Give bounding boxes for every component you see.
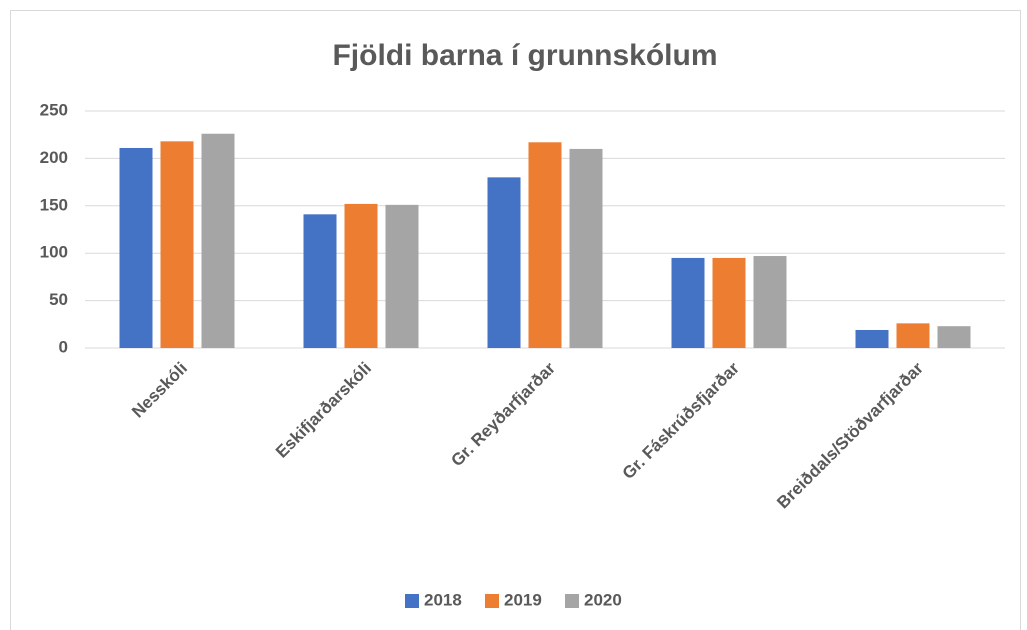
bar (937, 326, 971, 348)
bar (855, 329, 889, 348)
y-tick-label: 100 (40, 243, 68, 262)
y-tick-label: 200 (40, 148, 68, 167)
bar (119, 147, 153, 348)
legend-swatch (405, 594, 419, 608)
bar (671, 257, 705, 348)
bar (896, 323, 930, 348)
bar (487, 177, 521, 348)
legend-swatch (485, 594, 499, 608)
legend-label: 2019 (504, 590, 542, 609)
y-tick-label: 150 (40, 195, 68, 214)
bar (344, 203, 378, 348)
bar (385, 204, 419, 348)
legend-label: 2018 (424, 590, 462, 609)
y-tick-label: 50 (49, 290, 68, 309)
bar (528, 142, 562, 348)
bar (712, 257, 746, 348)
bar (569, 148, 603, 348)
y-tick-label: 0 (59, 337, 68, 356)
legend-swatch (565, 594, 579, 608)
y-tick-label: 250 (40, 100, 68, 119)
bar (753, 256, 787, 348)
bar (303, 214, 337, 348)
bar (160, 141, 194, 348)
bar (201, 133, 235, 348)
legend-label: 2020 (584, 590, 622, 609)
chart-title: Fjöldi barna í grunnskólum (332, 39, 717, 72)
